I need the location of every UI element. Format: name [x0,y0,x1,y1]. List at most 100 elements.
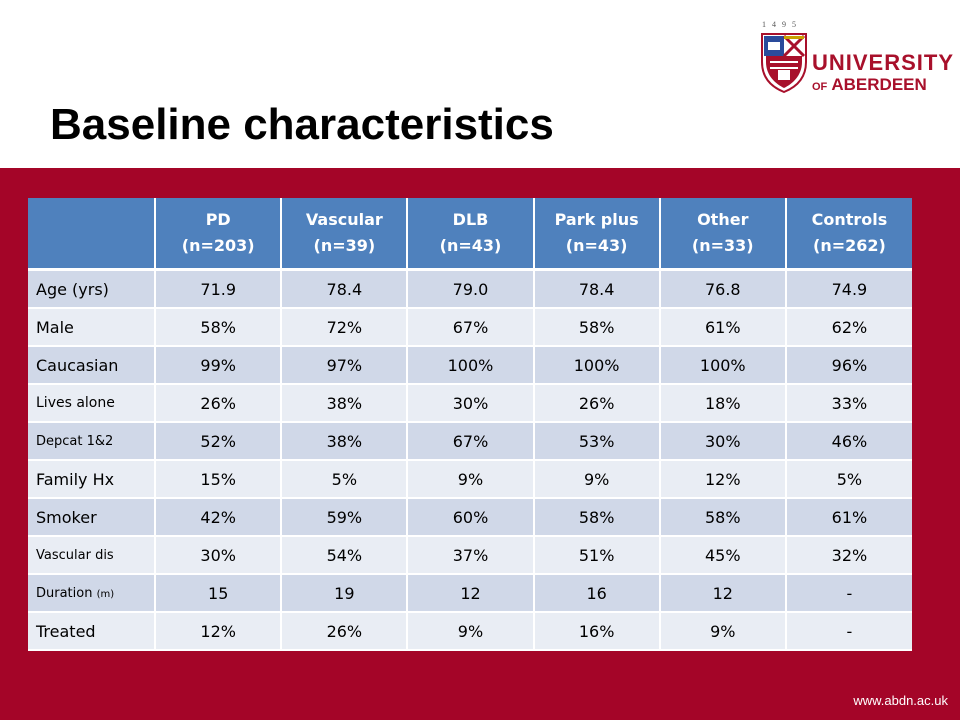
row-label-text: Vascular dis [36,547,114,563]
logo-of-text: OF [812,81,828,93]
row-label-text: Age (yrs) [36,279,109,299]
table-cell: 5% [785,460,912,499]
logo-years: 1495 [762,20,802,29]
table-cell: 99% [155,346,283,385]
header-cell-pd: PD (n=203) [155,198,283,271]
baseline-table: PD (n=203) Vascular (n=39) DLB (n=43) Park … [28,198,912,651]
table-cell: 100% [407,346,535,385]
table-row: Treated 12% 26% 9% 16% 9% - [28,612,912,651]
table-cell: 58% [659,498,787,537]
row-label: Family Hx [28,460,157,499]
table-cell: 30% [407,384,535,423]
table-cell: 46% [785,422,912,461]
table-cell: 61% [785,498,912,537]
header-name: Vascular [305,210,383,229]
table-cell: - [785,574,912,613]
table-cell: 38% [281,384,409,423]
row-label: Depcat 1&2 [28,422,157,461]
table-cell: 53% [533,422,661,461]
table-cell: 76.8 [659,269,787,309]
row-label: Caucasian [28,346,157,385]
table-cell: 12% [659,460,787,499]
table-cell: 30% [155,536,283,575]
table-cell: 26% [155,384,283,423]
header-name: DLB [452,210,489,229]
table-cell: 61% [659,308,787,347]
header-n: (n=43) [439,236,502,255]
table-cell: 67% [407,422,535,461]
row-label: Smoker [28,498,157,537]
table-cell: 52% [155,422,283,461]
table-cell: 100% [659,346,787,385]
table-cell: 59% [281,498,409,537]
table-row: Male 58% 72% 67% 58% 61% 62% [28,308,912,347]
row-label: Vascular dis [28,536,157,575]
table-row: Smoker 42% 59% 60% 58% 58% 61% [28,498,912,537]
table-cell: 9% [533,460,661,499]
table-cell: 16 [533,574,661,613]
table-cell: 72% [281,308,409,347]
table-cell: 12 [407,574,535,613]
header-cell-other: Other (n=33) [659,198,787,271]
table-cell: 26% [281,612,409,651]
header-name: Park plus [554,210,639,229]
table-cell: - [785,612,912,651]
table-cell: 15 [155,574,283,613]
table-cell: 51% [533,536,661,575]
table-cell: 38% [281,422,409,461]
footer-url: www.abdn.ac.uk [853,693,948,708]
header-n: (n=262) [813,236,886,255]
table-cell: 9% [407,612,535,651]
table-cell: 58% [533,498,661,537]
table-cell: 16% [533,612,661,651]
table-cell: 54% [281,536,409,575]
table-body: Age (yrs) 71.9 78.4 79.0 78.4 76.8 74.9 Male 58%… [28,269,912,651]
row-label-text: Treated [36,621,96,641]
row-label-text: Depcat 1&2 [36,433,114,449]
table-row: Duration (m) 15 19 12 16 12- [28,574,912,613]
table-cell: 19 [281,574,409,613]
header-cell-blank [28,198,157,271]
table-cell: 18% [659,384,787,423]
table-cell: 67% [407,308,535,347]
table-cell: 37% [407,536,535,575]
row-label-text: Duration [36,585,97,601]
table-cell: 42% [155,498,283,537]
table-cell: 97% [281,346,409,385]
table-cell: 33% [785,384,912,423]
header-cell-park-plus: Park plus (n=43) [533,198,661,271]
table-row: Age (yrs) 71.9 78.4 79.0 78.4 76.8 74.9 [28,269,912,309]
table-cell: 96% [785,346,912,385]
university-logo: 1495 UNIVERSITY OF ABERDEEN [760,20,953,96]
table-header-row: PD (n=203) Vascular (n=39) DLB (n=43) Park … [28,198,912,271]
row-label: Lives alone [28,384,157,423]
logo-university-text: UNIVERSITY [812,50,955,75]
logo-aberdeen-text: ABERDEEN [831,75,927,94]
table-cell: 78.4 [281,269,409,309]
slide-title: Baseline characteristics [50,100,554,149]
table-cell: 12% [155,612,283,651]
table-cell: 78.4 [533,269,661,309]
row-label: Age (yrs) [28,269,157,309]
table-cell: 9% [407,460,535,499]
row-label-text: Family Hx [36,469,115,489]
row-label-text: Lives alone [36,395,115,411]
row-label-text: Caucasian [36,355,119,375]
table-row: Lives alone 26% 38% 30% 26% 18% 33% [28,384,912,423]
row-label-unit: (m) [96,588,115,600]
table-cell: 15% [155,460,283,499]
row-label-text: Male [36,317,74,337]
table-cell: 58% [155,308,283,347]
table-row: Vascular dis 30% 54% 37% 51% 45% 32% [28,536,912,575]
table-row: Caucasian 99% 97% 100% 100% 100% 96% [28,346,912,385]
table-cell: 60% [407,498,535,537]
row-label: Duration (m) [28,574,157,613]
table-cell: 30% [659,422,787,461]
header-n: (n=39) [313,236,376,255]
header-name: PD [205,210,231,229]
header-n: (n=203) [181,236,255,255]
row-label-text: Smoker [36,507,97,527]
table-cell: 58% [533,308,661,347]
row-label: Male [28,308,157,347]
header-n: (n=33) [691,236,754,255]
